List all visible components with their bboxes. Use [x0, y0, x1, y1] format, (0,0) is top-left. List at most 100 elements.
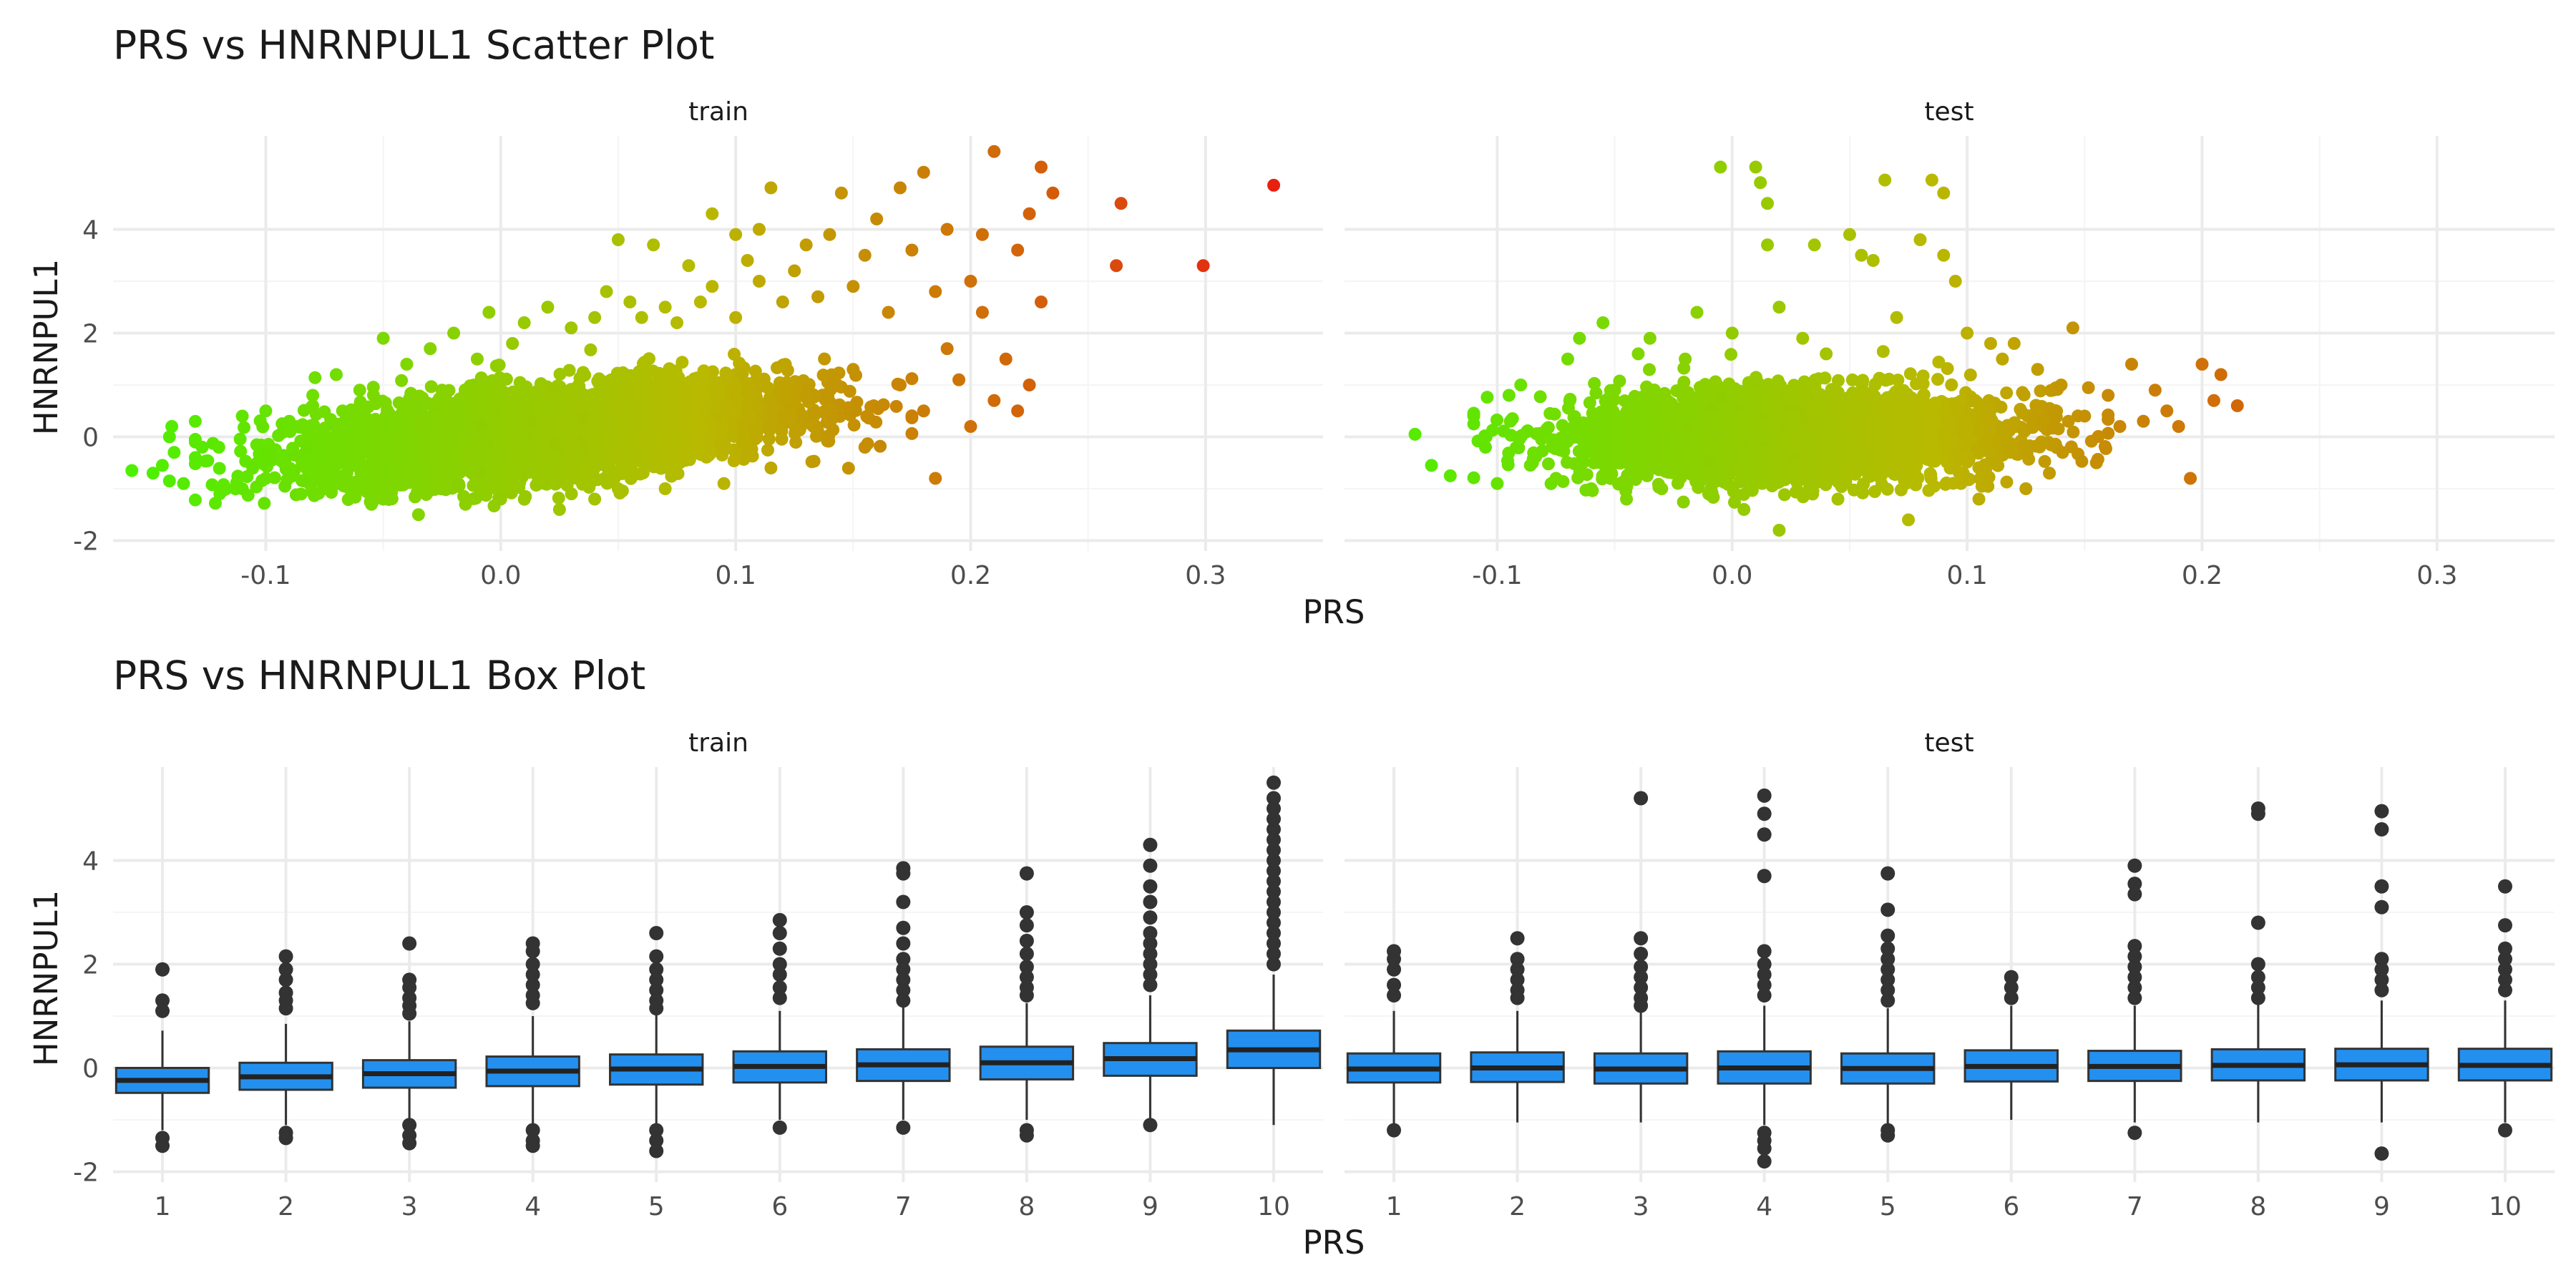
- scatter-point: [1034, 160, 1048, 174]
- scatter-point: [809, 429, 823, 443]
- scatter-point: [414, 438, 428, 452]
- x-tick-label: -0.1: [1472, 561, 1522, 590]
- scatter-point: [562, 441, 576, 455]
- scatter-point: [336, 470, 350, 484]
- scatter-point: [789, 426, 802, 440]
- scatter-point: [1114, 197, 1128, 210]
- scatter-point: [366, 455, 380, 469]
- scatter-point: [584, 463, 597, 477]
- scatter-point: [235, 482, 249, 495]
- scatter-point: [517, 492, 531, 506]
- scatter-point: [541, 301, 555, 314]
- x-tick-label: -0.1: [240, 561, 291, 590]
- scatter-point: [821, 389, 835, 403]
- scatter-point: [592, 377, 606, 391]
- scatter-point: [565, 487, 578, 501]
- scatter-point: [492, 433, 506, 447]
- scatter-point: [576, 366, 590, 379]
- scatter-point: [610, 399, 623, 412]
- scatter-point: [761, 381, 775, 394]
- scatter-point: [259, 404, 273, 418]
- scatter-point: [396, 478, 410, 492]
- scatter-point: [354, 416, 368, 429]
- scatter-point: [822, 429, 836, 442]
- scatter-point: [952, 373, 966, 386]
- scatter-point: [717, 477, 731, 490]
- scatter-point: [1011, 243, 1025, 257]
- scatter-point: [414, 424, 428, 438]
- scatter-point: [238, 421, 251, 434]
- scatter-point: [762, 432, 776, 446]
- scatter-point: [861, 410, 874, 424]
- scatter-point: [618, 429, 631, 443]
- scatter-point: [278, 479, 292, 493]
- scatter-point: [748, 364, 762, 378]
- scatter-point: [257, 457, 270, 471]
- scatter-point: [588, 492, 602, 506]
- scatter-point: [494, 374, 508, 387]
- scatter-point: [467, 429, 480, 443]
- scatter-point: [716, 422, 729, 436]
- scatter-point: [473, 417, 487, 431]
- scatter-point: [811, 290, 825, 303]
- scatter-point: [506, 337, 519, 350]
- scatter-point: [987, 394, 1001, 407]
- scatter-point: [776, 296, 789, 308]
- scatter-point: [306, 454, 319, 468]
- scatter-point: [777, 408, 791, 421]
- scatter-point: [975, 306, 989, 319]
- scatter-point: [506, 438, 519, 452]
- scatter-point: [594, 408, 608, 421]
- scatter-point: [889, 399, 903, 413]
- scatter-point: [411, 508, 425, 522]
- scatter-point: [702, 449, 716, 462]
- scatter-point: [256, 420, 270, 434]
- scatter-point: [577, 410, 590, 424]
- scatter-point: [188, 414, 202, 428]
- scatter-point: [799, 238, 813, 252]
- scatter-point: [409, 490, 422, 504]
- scatter-point: [371, 416, 384, 429]
- scatter-point: [665, 469, 678, 483]
- scatter-point: [905, 243, 919, 257]
- scatter-point: [611, 233, 625, 246]
- scatter-point: [800, 391, 814, 405]
- scatter-point: [658, 301, 672, 314]
- scatter-point: [1677, 495, 1690, 509]
- scatter-point: [366, 381, 380, 394]
- scatter-point: [369, 397, 383, 411]
- scatter-point: [344, 484, 358, 497]
- scatter-point: [235, 409, 249, 423]
- scatter-point: [601, 469, 615, 482]
- scatter-point: [188, 451, 202, 464]
- scatter-point: [874, 439, 887, 453]
- scatter-point: [533, 404, 547, 418]
- scatter-point: [720, 399, 733, 413]
- scatter-point: [807, 454, 821, 468]
- scatter-point: [843, 384, 857, 398]
- scatter-point: [638, 424, 651, 438]
- scatter-point: [624, 405, 638, 419]
- scatter-point: [395, 374, 409, 387]
- scatter-point: [780, 376, 794, 389]
- scatter-point: [213, 462, 226, 475]
- scatter-point: [905, 409, 919, 423]
- scatter-point: [770, 361, 784, 375]
- scatter-point: [706, 207, 719, 220]
- scatter-point: [691, 447, 704, 460]
- scatter-point: [660, 376, 673, 389]
- scatter-point: [358, 467, 372, 481]
- scatter-point: [469, 395, 483, 409]
- scatter-point: [389, 414, 402, 428]
- scatter-point: [318, 482, 331, 495]
- scatter-point: [605, 373, 618, 386]
- scatter-point: [283, 414, 296, 428]
- scatter-point: [552, 491, 565, 504]
- scatter-point: [452, 479, 466, 492]
- scatter-point: [713, 387, 726, 401]
- scatter-point: [964, 420, 977, 433]
- scatter-point: [788, 264, 801, 278]
- data-cloud: [188, 343, 919, 513]
- scatter-point: [503, 469, 517, 483]
- scatter-point: [1196, 259, 1210, 273]
